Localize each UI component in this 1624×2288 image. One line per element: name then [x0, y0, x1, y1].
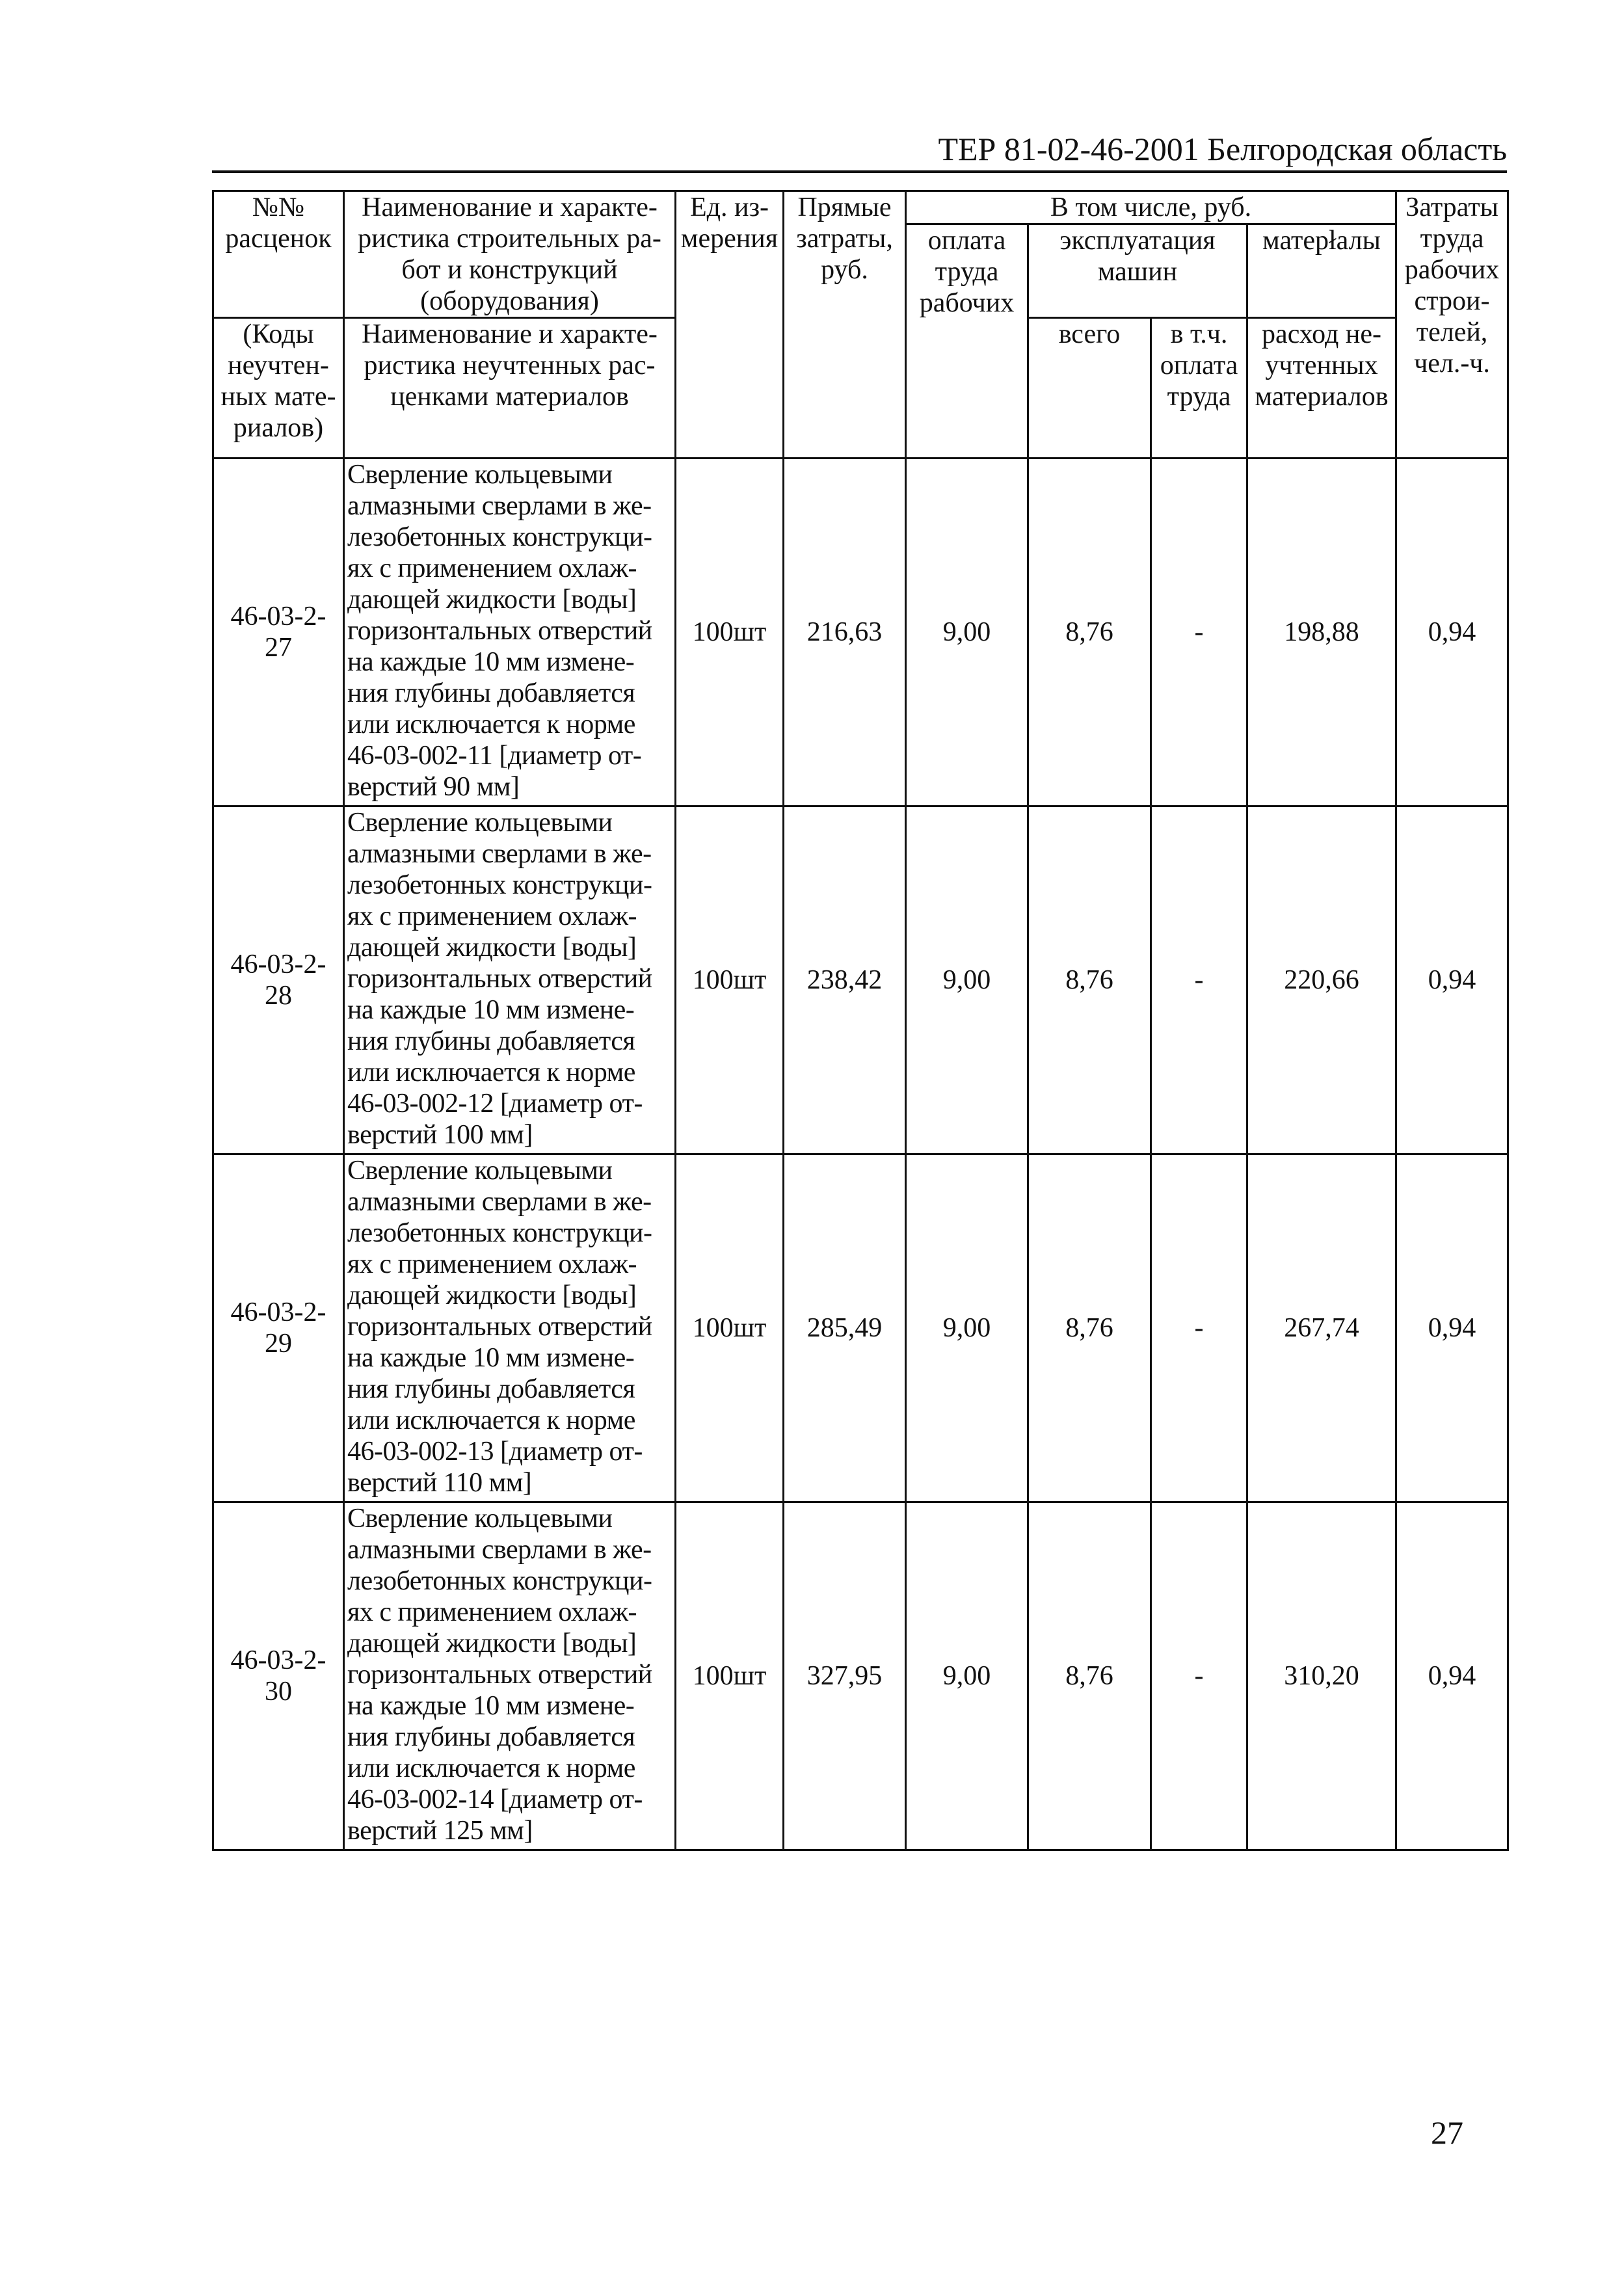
unit-cell: 100шт	[674, 805, 784, 1155]
col-incl-header: В том числе, руб.	[904, 190, 1398, 225]
unit-cell: 100шт	[674, 457, 784, 807]
table-row: 46-03-2- 29 Сверление кольцевыми алмазным…	[212, 1153, 1510, 1503]
machine-wages-cell: -	[1150, 457, 1248, 807]
machines-cell: 8,76	[1027, 1501, 1152, 1851]
machines-cell: 8,76	[1027, 1153, 1152, 1503]
unit-cell: 100шт	[674, 1501, 784, 1851]
col-direct-header: Прямые затраты, руб.	[782, 190, 907, 459]
description-cell: Сверление кольцевыми алмазными сверлами …	[343, 457, 676, 807]
machine-wages-cell: -	[1150, 1153, 1248, 1503]
unit-cell: 100шт	[674, 1153, 784, 1503]
direct-cost-cell: 216,63	[782, 457, 907, 807]
col-machines-header: эксплуатация машин	[1027, 223, 1248, 319]
machines-cell: 8,76	[1027, 805, 1152, 1155]
table-row: 46-03-2- 27 Сверление кольцевыми алмазным…	[212, 457, 1510, 807]
table-row: 46-03-2- 30 Сверление кольцевыми алмазным…	[212, 1501, 1510, 1851]
labor-cell: 0,94	[1395, 805, 1510, 1155]
code-cell: 46-03-2- 27	[212, 457, 345, 807]
direct-cost-cell: 327,95	[782, 1501, 907, 1851]
col-codes-header: (Коды неучтен- ных мате- риалов)	[212, 317, 345, 459]
description-cell: Сверление кольцевыми алмазными сверлами …	[343, 805, 676, 1155]
header-rule	[212, 170, 1507, 173]
labor-cell: 0,94	[1395, 1501, 1510, 1851]
materials-cell: 267,74	[1245, 1153, 1398, 1503]
col-unaccounted-header: расход не- учтенных материалов	[1245, 317, 1398, 459]
machines-cell: 8,76	[1027, 457, 1152, 807]
col-total-header: всего	[1027, 317, 1152, 459]
description-cell: Сверление кольцевыми алмазными сверлами …	[343, 1153, 676, 1503]
col-name-header: Наименование и характе- ристика строител…	[343, 190, 676, 319]
col-name2-header: Наименование и характе- ристика неучтенн…	[343, 317, 676, 459]
rates-table: №№ расценок Наименование и характе- рист…	[212, 190, 1510, 1851]
materials-cell: 220,66	[1245, 805, 1398, 1155]
col-labor-header: Затраты труда рабочих строи- телей, чел.…	[1395, 190, 1510, 459]
wages-cell: 9,00	[905, 805, 1029, 1155]
col-incl-wages-header: в т.ч. оплата труда	[1150, 317, 1248, 459]
description-cell: Сверление кольцевыми алмазными сверлами …	[343, 1501, 676, 1851]
labor-cell: 0,94	[1395, 457, 1510, 807]
code-cell: 46-03-2- 29	[212, 1153, 345, 1503]
col-materials-header: матерłалы	[1245, 223, 1398, 319]
machine-wages-cell: -	[1150, 805, 1248, 1155]
page-number: 27	[1431, 2114, 1463, 2151]
col-num-header: №№ расценок	[212, 190, 345, 319]
direct-cost-cell: 238,42	[782, 805, 907, 1155]
col-unit-header: Ед. из- мерения	[674, 190, 784, 459]
materials-cell: 198,88	[1245, 457, 1398, 807]
materials-cell: 310,20	[1245, 1501, 1398, 1851]
direct-cost-cell: 285,49	[782, 1153, 907, 1503]
code-cell: 46-03-2- 28	[212, 805, 345, 1155]
wages-cell: 9,00	[905, 1501, 1029, 1851]
table-row: 46-03-2- 28 Сверление кольцевыми алмазным…	[212, 805, 1510, 1155]
machine-wages-cell: -	[1150, 1501, 1248, 1851]
code-cell: 46-03-2- 30	[212, 1501, 345, 1851]
labor-cell: 0,94	[1395, 1153, 1510, 1503]
wages-cell: 9,00	[905, 1153, 1029, 1503]
col-wages-header: оплата труда рабочих	[905, 223, 1029, 459]
running-header: ТЕР 81-02-46-2001 Белгородская область	[938, 131, 1507, 167]
wages-cell: 9,00	[905, 457, 1029, 807]
